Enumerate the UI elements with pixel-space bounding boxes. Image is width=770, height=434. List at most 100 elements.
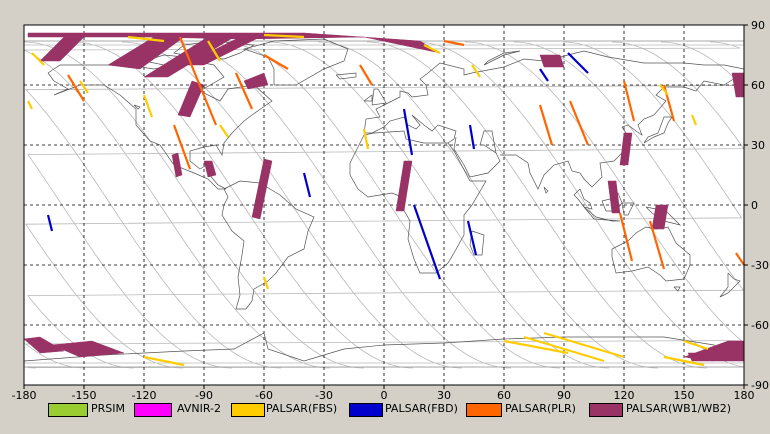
swath-palsar-fbs- — [127, 35, 165, 43]
coastline — [583, 206, 621, 222]
coastline — [23, 332, 745, 362]
coastline — [611, 226, 691, 282]
x-tick-label: 0 — [381, 389, 388, 402]
y-axis-ticks: 90 60 30 0 -30 -60 -90 — [744, 19, 769, 392]
swath-palsar-fbd- — [402, 108, 414, 156]
swath-palsar-fbs- — [207, 40, 221, 62]
swath-palsar-plr- — [172, 124, 192, 170]
coastline — [363, 50, 745, 134]
legend-swatch-prsim — [48, 403, 88, 417]
swath-palsar-plr- — [234, 72, 254, 110]
orbit-track — [24, 41, 743, 369]
orbit-track — [170, 41, 512, 369]
swath-palsar-wb1-wb2- — [183, 36, 261, 66]
swath-palsar-wb1-wb2- — [51, 340, 125, 358]
y-tick-label: 90 — [751, 19, 765, 32]
swath-palsar-fbd- — [46, 214, 54, 232]
swath-palsar-wb1-wb2- — [251, 158, 273, 220]
x-axis-ticks: -180 -150 -120 -90 -60 -30 0 30 60 90 120 150 180 — [12, 385, 755, 402]
swath-palsar-fbs- — [523, 335, 605, 363]
y-tick-label: 60 — [751, 79, 765, 92]
swath-palsar-plr- — [359, 64, 373, 86]
coastline — [371, 88, 387, 106]
x-tick-label: -30 — [315, 389, 333, 402]
swath-palsar-plr- — [178, 36, 218, 126]
x-tick-label: 60 — [497, 389, 511, 402]
legend-swatch-palsar-wb — [589, 403, 623, 417]
y-tick-label: 0 — [751, 199, 758, 212]
legend-label-palsar-fbd: PALSAR(FBD) — [385, 402, 458, 415]
swath-palsar-fbs- — [659, 84, 669, 96]
legend-swatch-palsar-fbs — [231, 403, 265, 417]
y-tick-label: -90 — [751, 379, 769, 392]
swath-palsar-fbd- — [466, 220, 478, 256]
coastline — [221, 180, 315, 310]
coastline — [573, 188, 593, 210]
coastline — [483, 50, 521, 66]
swath-palsar-wb1-wb2- — [23, 336, 65, 354]
swath-palsar-fbs- — [142, 94, 154, 118]
x-tick-label: 150 — [674, 389, 695, 402]
swath-palsar-fbs- — [663, 355, 705, 367]
legend-label-prsim: PRSIM — [91, 402, 125, 415]
swath-palsar-wb1-wb2- — [177, 80, 205, 118]
coastline — [363, 94, 373, 102]
x-tick-label: -120 — [132, 389, 157, 402]
swath-palsar-fbs- — [143, 355, 185, 367]
coastline — [469, 230, 485, 256]
y-tick-label: 30 — [751, 139, 765, 152]
coastline — [453, 130, 501, 178]
swath-palsar-plr- — [263, 54, 289, 70]
swath-palsar-fbs- — [503, 339, 569, 355]
x-tick-label: 180 — [734, 389, 755, 402]
swath-palsar-fbd- — [468, 124, 476, 150]
legend-label-palsar-wb: PALSAR(WB1/WB2) — [626, 402, 732, 415]
x-tick-label: 90 — [557, 389, 571, 402]
swath-palsar-wb1-wb2- — [619, 132, 633, 166]
coastline — [349, 130, 487, 274]
x-tick-label: -90 — [195, 389, 213, 402]
swath-palsar-plr- — [568, 100, 590, 146]
legend-swatch-avnir2 — [134, 403, 172, 417]
swath-palsar-fbs- — [471, 64, 481, 78]
swath-palsar-plr- — [67, 74, 85, 102]
coastline — [242, 38, 349, 86]
coastline — [673, 286, 681, 292]
swath-palsar-plr- — [443, 39, 465, 47]
orbit-track — [23, 41, 740, 369]
swath-palsar-fbs- — [263, 33, 305, 39]
coastline — [719, 272, 741, 298]
legend-label-palsar-fbs: PALSAR(FBS) — [266, 402, 338, 415]
swath-palsar-fbs- — [683, 339, 709, 351]
coastline — [47, 60, 273, 190]
swath-palsar-fbs- — [543, 331, 625, 359]
legend-swatch-palsar-fbd — [349, 403, 383, 417]
swath-palsar-fbs- — [219, 124, 229, 138]
swath-palsar-wb1-wb2- — [203, 160, 217, 178]
swath-palsar-fbs- — [262, 276, 270, 290]
x-tick-label: -180 — [12, 389, 37, 402]
x-tick-label: -150 — [72, 389, 97, 402]
swath-palsar-fbs- — [362, 128, 370, 150]
observation-swaths — [23, 32, 745, 367]
swath-palsar-fbs- — [423, 44, 441, 54]
swath-palsar-fbd- — [302, 172, 312, 198]
y-tick-label: -60 — [751, 319, 769, 332]
swath-palsar-fbs- — [79, 80, 89, 94]
swath-palsar-wb1-wb2- — [243, 72, 269, 90]
swath-palsar-wb1-wb2- — [651, 204, 669, 230]
swath-palsar-wb1-wb2- — [39, 36, 85, 62]
swath-palsar-plr- — [538, 104, 554, 146]
y-tick-label: -30 — [751, 259, 769, 272]
swath-palsar-wb1-wb2- — [687, 352, 745, 362]
coastline — [543, 186, 549, 194]
x-tick-label: 30 — [437, 389, 451, 402]
coastline — [364, 114, 457, 144]
coastline — [621, 202, 635, 216]
x-tick-label: 120 — [614, 389, 635, 402]
legend-label-avnir2: AVNIR-2 — [177, 402, 221, 415]
legend-label-palsar-plr: PALSAR(PLR) — [505, 402, 576, 415]
swath-palsar-plr- — [618, 212, 634, 262]
